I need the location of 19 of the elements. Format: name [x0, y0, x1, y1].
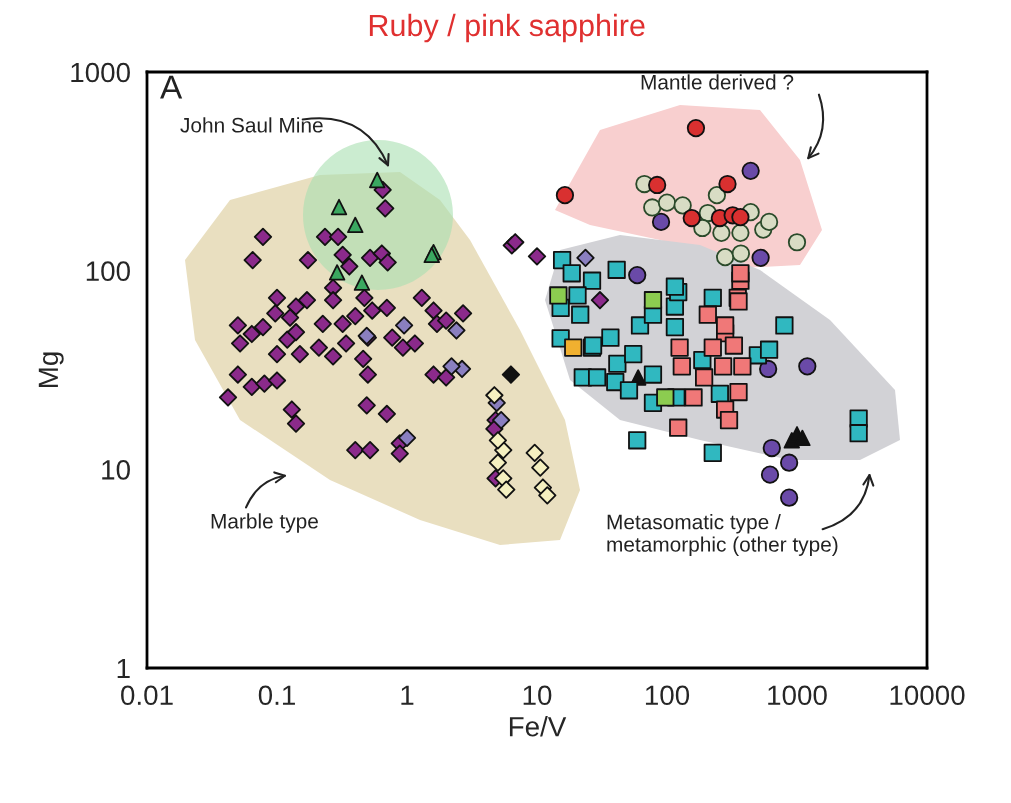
- annotation: John Saul Mine: [180, 117, 323, 133]
- x-tick-label: 1000: [768, 685, 827, 706]
- x-tick-label: 10000: [890, 685, 965, 706]
- y-axis-title: Mg: [38, 352, 64, 388]
- x-axis-title: Fe/V: [509, 716, 567, 737]
- annotation: Metasomatic type / metamorphic (other type): [607, 514, 838, 556]
- y-tick-label: 10: [102, 460, 130, 480]
- x-tick-label: 0.1: [258, 685, 295, 706]
- annotation: Marble type: [211, 513, 318, 533]
- x-tick-label: 1: [401, 685, 414, 705]
- annotation: A: [160, 75, 183, 99]
- x-tick-label: 10: [523, 685, 552, 706]
- x-tick-label: 0.01: [121, 685, 173, 706]
- y-tick-label: 1: [117, 658, 130, 679]
- y-tick-label: 100: [86, 261, 130, 282]
- chart-title: Ruby / pink sapphire: [369, 13, 645, 43]
- x-tick-label: 100: [645, 685, 690, 706]
- y-tick-label: 1000: [71, 62, 130, 83]
- annotation: Mantle derived ?: [641, 74, 794, 90]
